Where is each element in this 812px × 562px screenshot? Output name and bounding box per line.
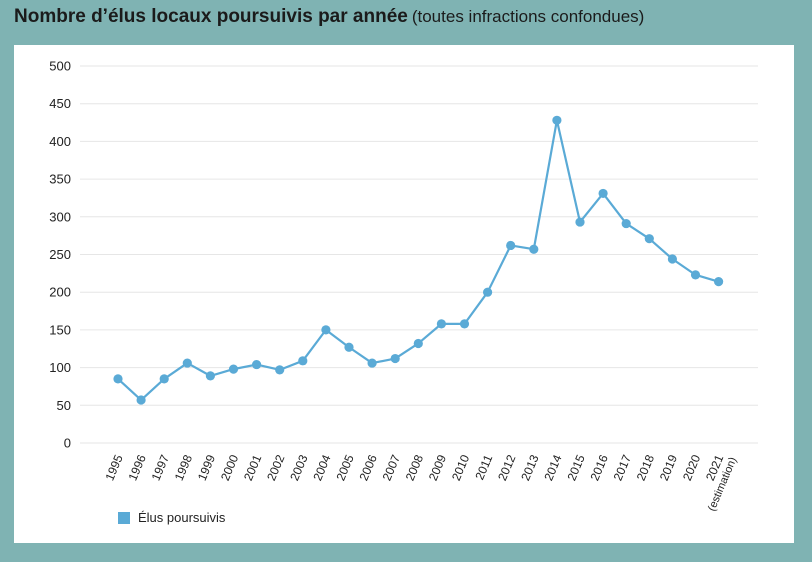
x-tick-label: 2005 [333, 452, 356, 482]
data-point [552, 115, 562, 125]
y-tick-label: 200 [49, 285, 71, 300]
data-point [275, 365, 285, 375]
data-point [529, 244, 539, 254]
data-point [667, 254, 678, 264]
x-tick-label: 2016 [588, 452, 611, 482]
data-point [575, 217, 585, 227]
x-tick-label: 1998 [172, 452, 195, 482]
x-tick-label: 2015 [564, 452, 587, 482]
x-tick-label: 2010 [449, 452, 472, 482]
x-tick-label: 2013 [518, 452, 541, 482]
x-tick-label: 1999 [195, 452, 218, 482]
data-point [690, 270, 701, 280]
chart-legend: Élus poursuivis [118, 510, 225, 525]
x-tick-label: 2019 [657, 452, 680, 482]
data-point [252, 359, 262, 370]
data-point [136, 395, 146, 405]
y-tick-label: 350 [49, 172, 71, 187]
data-point [459, 319, 470, 329]
data-point [367, 358, 377, 368]
data-point [436, 319, 446, 329]
data-point [390, 353, 400, 364]
x-tick-label: 2007 [380, 452, 403, 482]
data-point [321, 325, 331, 335]
x-tick-label: 2001 [241, 452, 264, 482]
chart-title-main: Nombre d’élus locaux poursuivis par anné… [14, 6, 408, 27]
data-point [159, 374, 169, 384]
y-tick-label: 150 [49, 322, 71, 337]
y-tick-label: 300 [49, 209, 71, 224]
data-point [483, 287, 493, 297]
x-tick-label: 2017 [611, 452, 634, 482]
x-tick-label: 2009 [426, 452, 449, 482]
x-tick-label: 2003 [287, 452, 310, 482]
data-point [598, 188, 608, 199]
series-line [117, 119, 719, 402]
data-point [113, 374, 123, 384]
x-tick-label: 2000 [218, 452, 241, 482]
data-point [228, 364, 239, 374]
data-point [621, 218, 631, 229]
legend-label: Élus poursuivis [138, 510, 226, 525]
x-tick-label: 1996 [126, 452, 149, 482]
x-tick-label: 2004 [310, 452, 333, 482]
x-tick-label: 2014 [541, 452, 564, 482]
y-tick-label: 400 [49, 134, 71, 149]
data-point [413, 338, 423, 349]
x-tick-label: 1995 [102, 452, 125, 482]
y-tick-label: 100 [49, 360, 71, 375]
x-tick-label: 2018 [634, 452, 657, 482]
chart-panel: 0 50 100 150 200 250 300 350 400 450 500 1995 1996 19… [14, 45, 794, 543]
data-point [298, 356, 308, 366]
y-tick-label: 50 [57, 398, 71, 413]
data-point [506, 240, 516, 251]
x-tick-label: 1997 [149, 452, 172, 482]
chart-title-subtitle: (toutes infractions confondues) [411, 7, 645, 26]
x-tick-label: 2012 [495, 452, 518, 482]
y-tick-label: 500 [49, 59, 71, 74]
data-point [182, 358, 192, 368]
chart-title: Nombre d’élus locaux poursuivis par anné… [14, 6, 804, 28]
x-tick-label: 2020 [680, 452, 703, 482]
x-tick-label: 2008 [403, 452, 426, 482]
x-tick-label: 2002 [264, 452, 287, 482]
data-point [344, 342, 354, 352]
y-tick-label: 0 [64, 436, 71, 451]
legend-swatch [118, 511, 130, 524]
data-point [205, 371, 215, 381]
x-tick-label: 2011 [472, 452, 495, 482]
data-point [714, 277, 724, 287]
data-point [644, 234, 654, 244]
y-tick-label: 450 [49, 96, 71, 111]
y-tick-label: 250 [49, 247, 71, 262]
x-tick-label: 2006 [357, 452, 380, 482]
